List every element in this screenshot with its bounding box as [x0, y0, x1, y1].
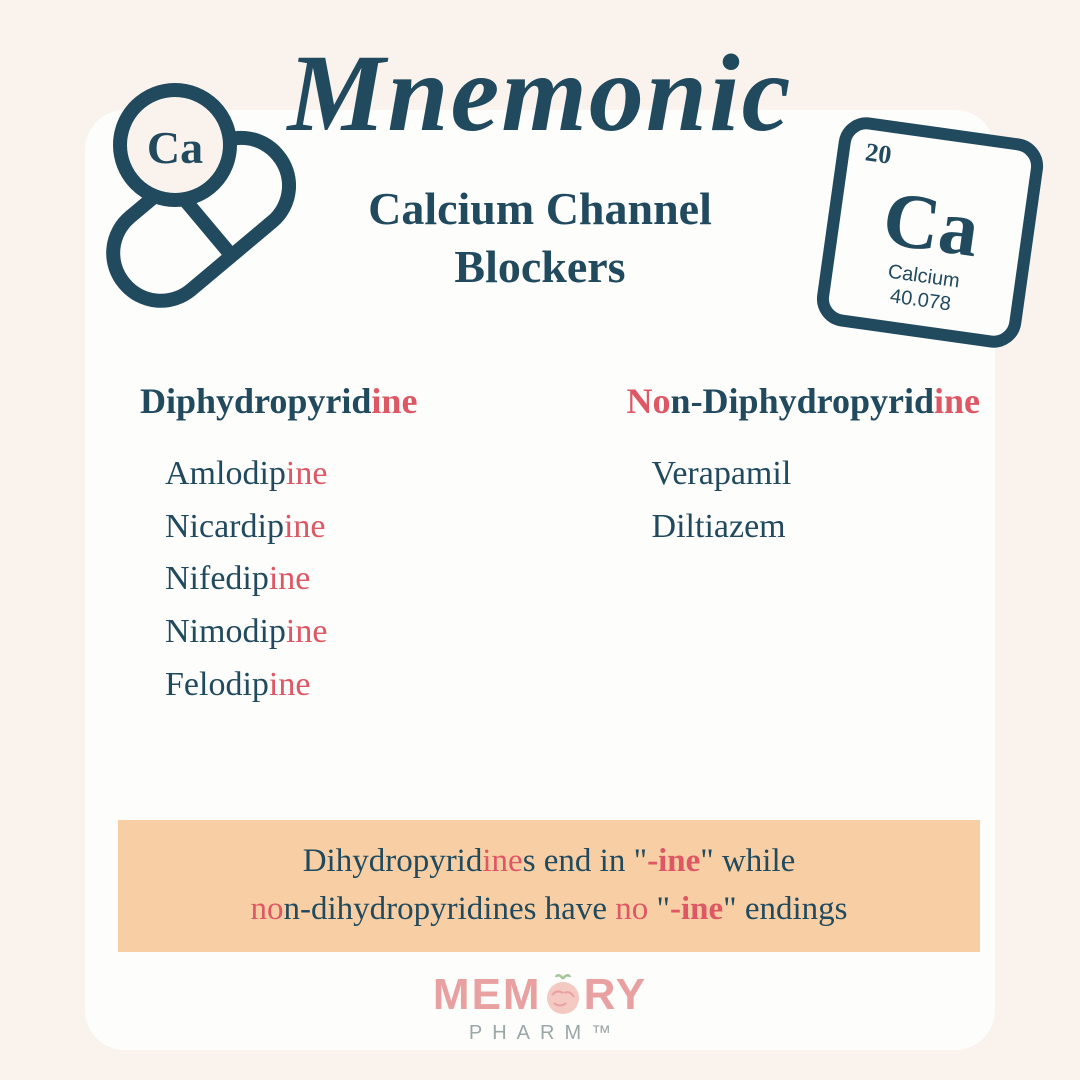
list-item: Nifedipine: [165, 553, 417, 606]
right-list: Verapamil Diltiazem: [627, 448, 980, 553]
right-column: Non-Diphydropyridine Verapamil Diltiazem: [627, 380, 980, 711]
logo-wordmark: MEM RY: [0, 970, 1080, 1026]
tip-text: n-dihydropyridines have: [283, 891, 615, 927]
drug-stem: Nimodip: [165, 613, 286, 650]
subtitle-line1: Calcium Channel: [368, 183, 712, 234]
logo-subtext: PHARM™: [0, 1022, 1080, 1045]
tip-highlight: -ine: [670, 891, 723, 927]
right-header-suffix: ine: [934, 381, 980, 421]
brand-logo: MEM RY PHARM™: [0, 970, 1080, 1045]
drug-suffix: ine: [284, 508, 326, 545]
element-symbol: Ca: [878, 174, 985, 273]
drug-suffix: ine: [269, 560, 311, 597]
page-title: Mnemonic: [0, 30, 1080, 157]
drug-stem: Nicardip: [165, 508, 284, 545]
tip-text: " endings: [723, 891, 847, 927]
drug-stem: Nifedip: [165, 560, 269, 597]
list-item: Amlodipine: [165, 448, 417, 501]
tip-box: Dihydropyridines end in "-ine" while non…: [118, 820, 980, 952]
tip-highlight: -ine: [647, 843, 700, 879]
logo-sub-word: PHARM: [469, 1022, 591, 1044]
left-header: Diphydropyridine: [140, 380, 417, 422]
drug-stem: Felodip: [165, 666, 269, 703]
list-item: Diltiazem: [652, 501, 980, 554]
logo-right: RY: [584, 970, 648, 1019]
drug-suffix: ine: [286, 455, 328, 492]
left-column: Diphydropyridine Amlodipine Nicardipine …: [140, 380, 417, 711]
logo-left: MEM: [433, 970, 542, 1019]
brain-peach-icon: [542, 973, 584, 1026]
left-header-prefix: Diphydropyrid: [140, 381, 371, 421]
right-header-mid: n-Diphydropyrid: [671, 381, 934, 421]
columns: Diphydropyridine Amlodipine Nicardipine …: [140, 380, 980, 711]
drug-stem: Diltiazem: [652, 508, 786, 545]
tip-highlight: no: [615, 891, 648, 927]
tip-text: Dihydropyrid: [303, 843, 483, 879]
left-header-suffix: ine: [371, 381, 417, 421]
list-item: Verapamil: [652, 448, 980, 501]
list-item: Nicardipine: [165, 501, 417, 554]
tip-highlight: ine: [482, 843, 522, 879]
drug-suffix: ine: [269, 666, 311, 703]
tip-text: ": [648, 891, 670, 927]
left-list: Amlodipine Nicardipine Nifedipine Nimodi…: [140, 448, 417, 711]
tip-text: s end in ": [523, 843, 647, 879]
tip-text: " while: [700, 843, 795, 879]
list-item: Felodipine: [165, 659, 417, 712]
tip-highlight: no: [250, 891, 283, 927]
drug-stem: Verapamil: [652, 455, 792, 492]
right-header-prefix: No: [627, 381, 671, 421]
right-header: Non-Diphydropyridine: [627, 380, 980, 422]
subtitle-line2: Blockers: [454, 241, 625, 292]
drug-suffix: ine: [286, 613, 328, 650]
list-item: Nimodipine: [165, 606, 417, 659]
logo-tm: ™: [591, 1022, 611, 1044]
drug-stem: Amlodip: [165, 455, 286, 492]
